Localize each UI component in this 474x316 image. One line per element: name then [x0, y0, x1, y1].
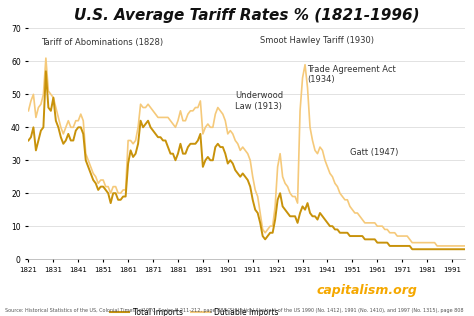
Text: Gatt (1947): Gatt (1947): [350, 148, 398, 157]
Text: Underwood
Law (1913): Underwood Law (1913): [235, 91, 283, 111]
Text: Smoot Hawley Tariff (1930): Smoot Hawley Tariff (1930): [260, 36, 374, 45]
Title: U.S. Average Tariff Rates % (1821-1996): U.S. Average Tariff Rates % (1821-1996): [73, 8, 419, 23]
Text: Source: Historical Statistics of the US, Colonial Times to 1970, Series U 211-21: Source: Historical Statistics of the US,…: [5, 308, 463, 313]
Text: capitalism.org: capitalism.org: [316, 284, 417, 297]
Text: Tariff of Abominations (1828): Tariff of Abominations (1828): [41, 38, 163, 46]
Text: Trade Agreement Act
(1934): Trade Agreement Act (1934): [308, 65, 396, 84]
Legend: Total Imports, Dutiable Imports: Total Imports, Dutiable Imports: [107, 305, 281, 316]
